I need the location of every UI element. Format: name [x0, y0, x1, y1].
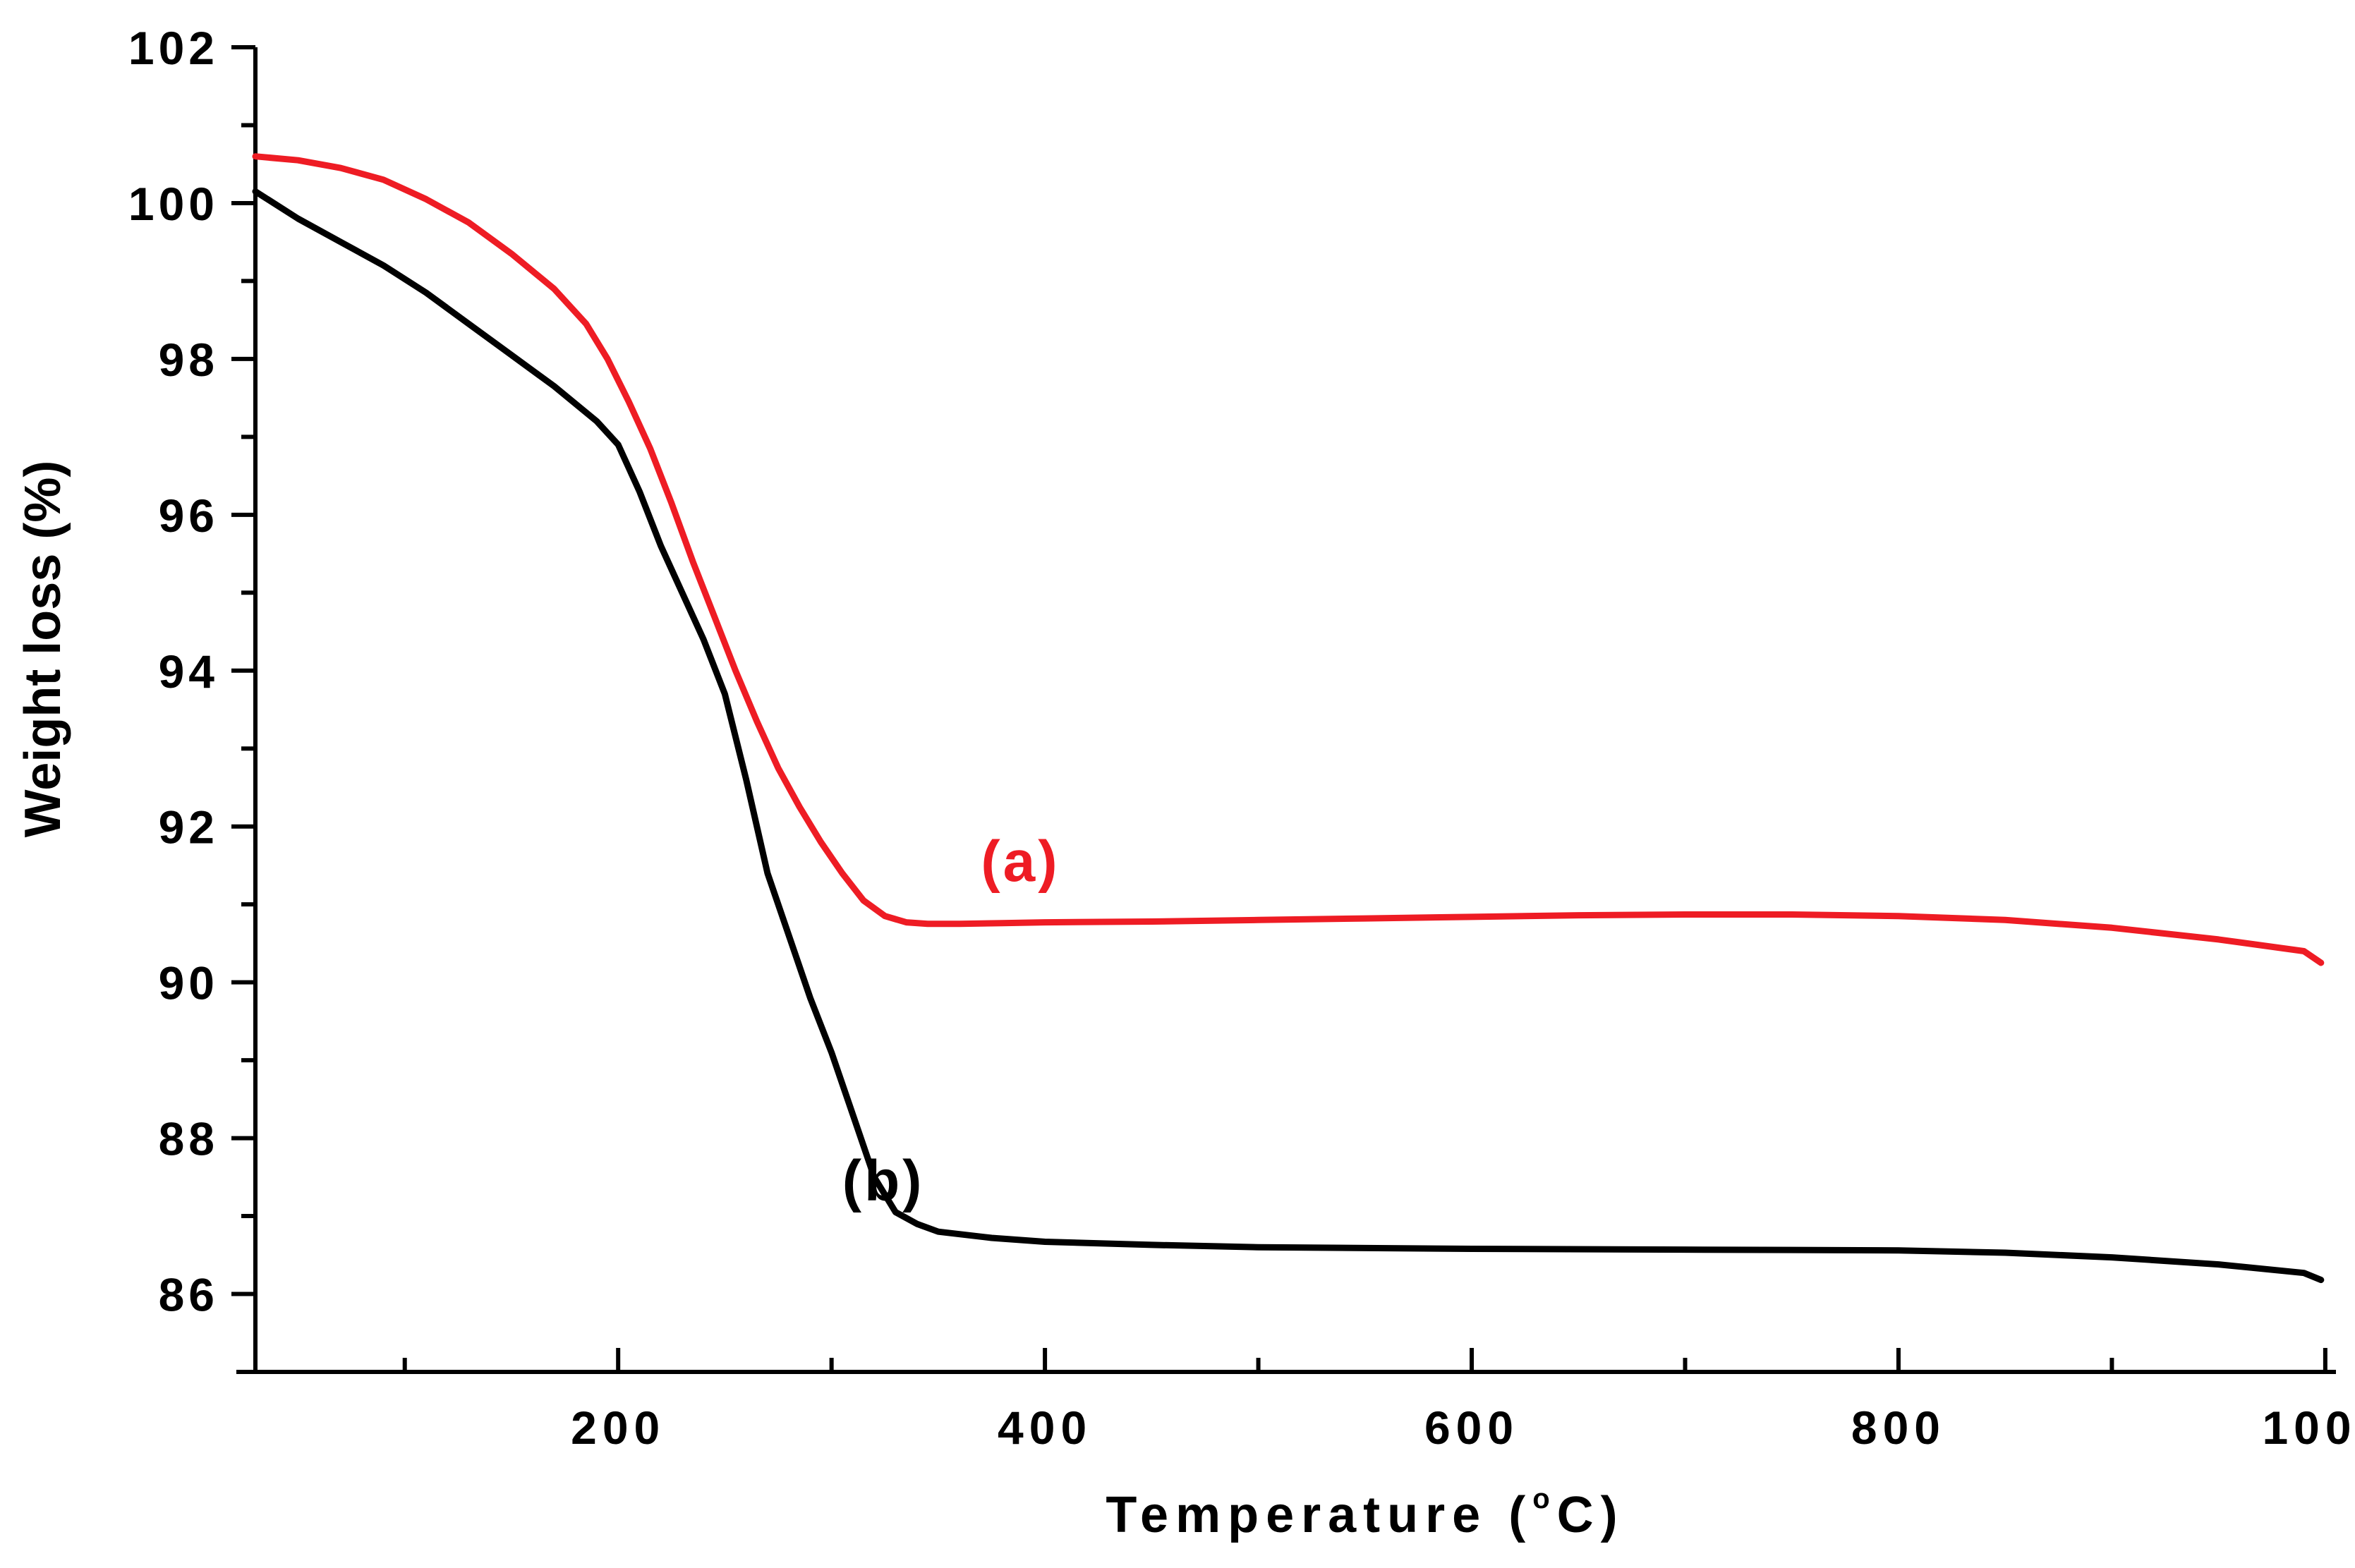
- x-tick-label: 1000: [2262, 1402, 2355, 1454]
- y-tick-label: 96: [159, 490, 219, 542]
- y-tick-label: 88: [159, 1113, 219, 1165]
- x-tick-label: 800: [1851, 1402, 1946, 1454]
- x-axis-title-degree: o: [1532, 1483, 1556, 1514]
- x-tick-label: 600: [1424, 1402, 1519, 1454]
- y-tick-label: 90: [159, 957, 219, 1009]
- y-tick-label: 92: [159, 801, 219, 853]
- x-axis-title: Temperature (oC): [1106, 1483, 1624, 1543]
- x-axis-title-main: Temperature (: [1106, 1487, 1532, 1543]
- y-tick-label: 102: [128, 22, 219, 74]
- y-tick-label: 100: [128, 178, 219, 230]
- y-axis-title: Weight loss (%): [15, 461, 71, 838]
- y-tick-label: 98: [159, 334, 219, 386]
- series-a-label: (a): [981, 829, 1060, 894]
- series-b-label: (b): [842, 1149, 925, 1213]
- x-axis-title-unit: C): [1557, 1487, 1625, 1543]
- x-tick-label: 200: [571, 1402, 665, 1454]
- labels: Weight loss (%) Temperature (oC): [15, 461, 1624, 1543]
- ticks: 86 88 90 92 94 96 98 100 102 200 400 600 800 1000: [128, 22, 2355, 1454]
- series: (a) (b): [252, 153, 2325, 1284]
- series-b-line: [252, 188, 2325, 1284]
- y-tick-label: 86: [159, 1269, 219, 1321]
- x-tick-label: 400: [998, 1402, 1092, 1454]
- y-tick-label: 94: [159, 645, 219, 698]
- series-a-line: [252, 153, 2325, 966]
- axes: [236, 47, 2336, 1374]
